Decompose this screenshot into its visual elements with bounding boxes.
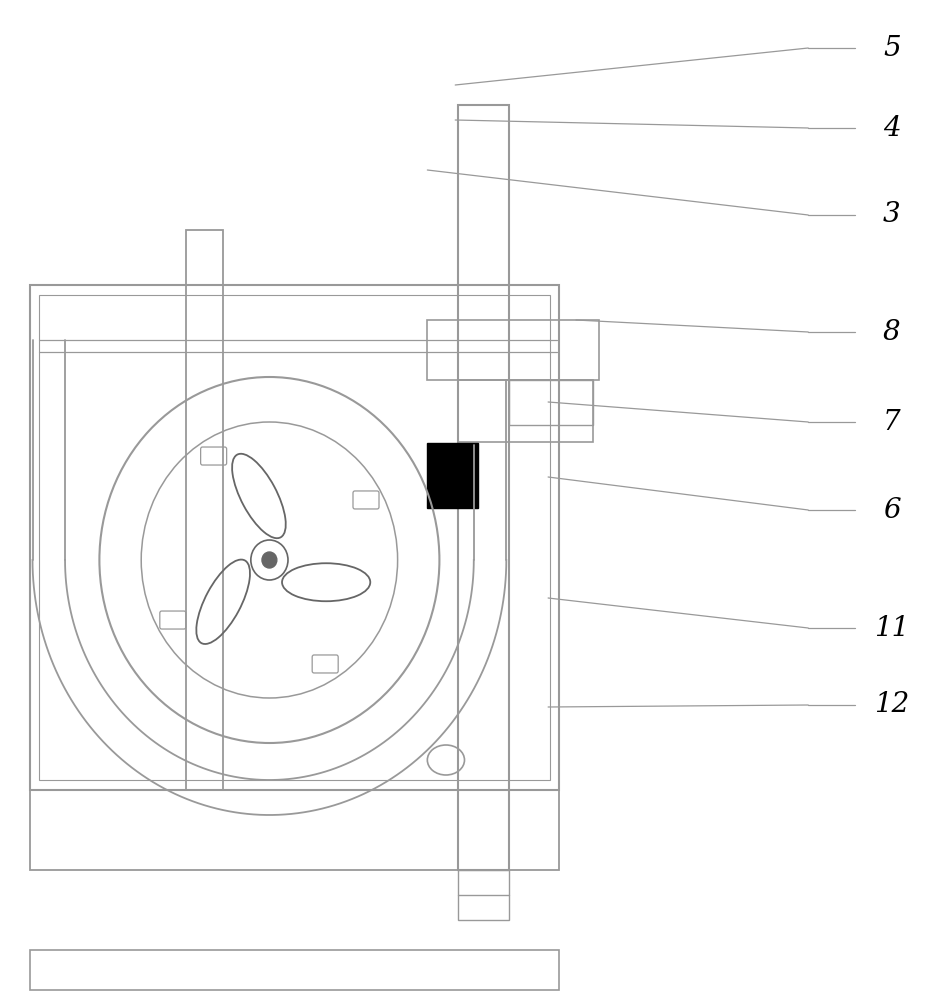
Text: 6: 6 (883, 496, 899, 524)
Bar (30, 790, 559, 870)
Bar (427, 320, 599, 380)
Bar (186, 230, 223, 790)
Text: 7: 7 (883, 408, 899, 436)
Bar (509, 380, 592, 425)
Text: 11: 11 (873, 614, 909, 642)
Bar (458, 870, 509, 920)
Text: 12: 12 (873, 692, 909, 718)
Bar (458, 105, 509, 870)
Bar (39, 295, 549, 780)
Text: 4: 4 (883, 114, 899, 141)
Text: 8: 8 (883, 318, 899, 346)
Bar (427, 443, 478, 508)
Circle shape (262, 552, 277, 568)
Bar (30, 285, 559, 790)
Bar (458, 380, 592, 442)
Bar (30, 950, 559, 990)
Text: 3: 3 (883, 202, 899, 229)
Text: 5: 5 (883, 34, 899, 62)
